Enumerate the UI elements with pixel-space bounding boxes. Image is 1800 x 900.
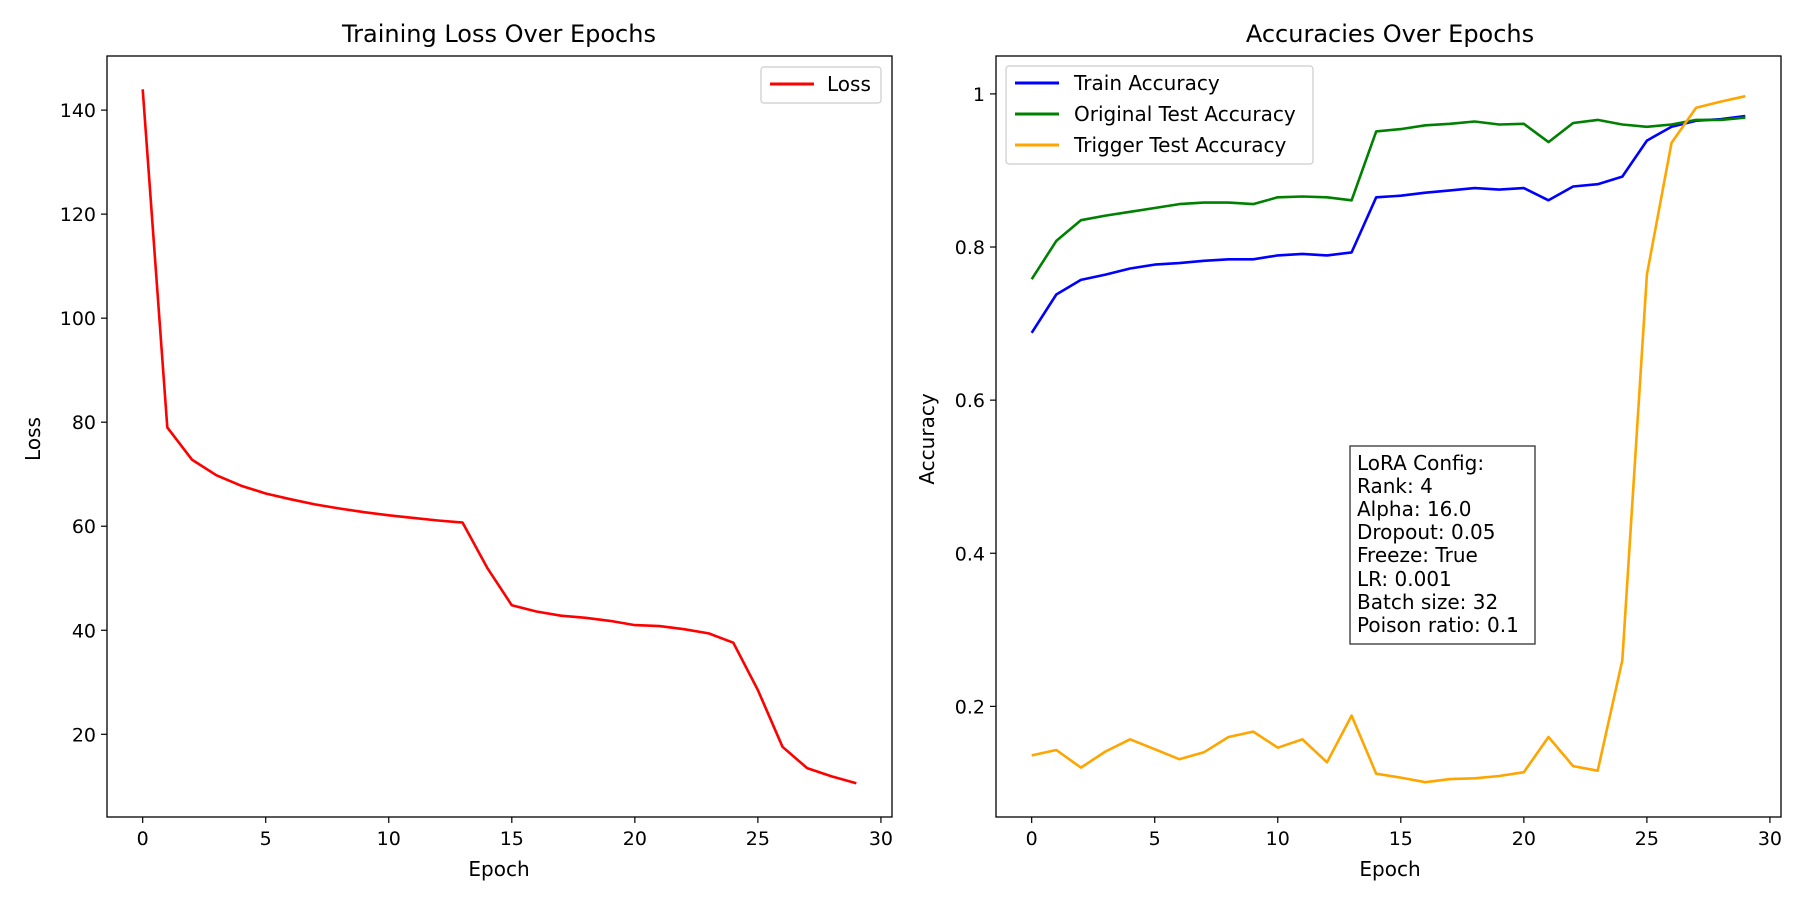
accuracy-x-tick-label: 25: [1635, 828, 1659, 850]
loss-y-tick-label: 120: [60, 204, 96, 226]
accuracy-legend: Train Accuracy Original Test Accuracy Tr…: [1005, 65, 1314, 165]
loss-chart: Training Loss Over Epochs Epoch Loss 0 5 1…: [21, 20, 893, 881]
accuracy-x-axis-label: Epoch: [1359, 857, 1420, 881]
accuracy-series-lines: [1030, 94, 1746, 784]
accuracy-y-tick-label: 0.8: [955, 237, 985, 259]
accuracy-y-tick-label: 0.6: [955, 390, 985, 412]
lora-config-line-4: Freeze: True: [1357, 543, 1478, 567]
lora-config-line-2: Alpha: 16.0: [1357, 497, 1472, 521]
lora-config-line-1: Rank: 4: [1357, 474, 1433, 498]
accuracy-plot-frame: [995, 55, 1782, 818]
legend-label-train-accuracy: Train Accuracy: [1073, 71, 1220, 95]
accuracy-x-tick-label: 0: [1026, 828, 1038, 850]
legend-label-trigger-test-accuracy: Trigger Test Accuracy: [1073, 133, 1287, 157]
series-line-loss: [141, 89, 857, 785]
loss-x-tick-label: 20: [623, 828, 647, 850]
loss-legend: Loss: [760, 66, 882, 104]
loss-x-tick-label: 30: [869, 828, 893, 850]
loss-x-tick-label: 25: [746, 828, 770, 850]
loss-legend-box: [760, 66, 882, 104]
loss-legend-label: Loss: [827, 72, 871, 96]
accuracy-chart: Accuracies Over Epochs Epoch Accuracy 0 5…: [915, 20, 1782, 881]
loss-x-tick-label: 15: [500, 828, 524, 850]
accuracy-y-tick-label: 0.4: [955, 543, 985, 565]
loss-y-tick-label: 40: [72, 620, 96, 642]
series-line-original-test-accuracy: [1030, 116, 1746, 280]
accuracy-ticks: 0 5 10 15 20 25 30 0.2 0.4 0.6 0.8 1: [955, 84, 1782, 850]
accuracy-y-tick-label: 1: [973, 84, 985, 106]
accuracy-x-tick-label: 20: [1512, 828, 1536, 850]
loss-series-lines: [141, 89, 857, 785]
accuracy-y-tick-label: 0.2: [955, 696, 985, 718]
series-line-trigger-test-accuracy: [1031, 94, 1746, 784]
lora-config-line-6: Batch size: 32: [1357, 590, 1498, 614]
loss-ticks: 0 5 10 15 20 25 30 20 40 60 80 100 120 140: [60, 100, 893, 850]
lora-config-line-7: Poison ratio: 0.1: [1357, 613, 1519, 637]
loss-x-axis-label: Epoch: [468, 857, 529, 881]
lora-config-line-3: Dropout: 0.05: [1357, 520, 1496, 544]
series-line-train-accuracy: [1030, 114, 1746, 334]
lora-config-frame: [1349, 445, 1536, 645]
loss-y-tick-label: 20: [72, 724, 96, 746]
loss-y-axis-label: Loss: [21, 417, 45, 461]
legend-label-original-test-accuracy: Original Test Accuracy: [1074, 102, 1296, 126]
loss-y-tick-label: 100: [60, 308, 96, 330]
accuracy-x-tick-label: 15: [1389, 828, 1413, 850]
accuracy-x-tick-label: 10: [1266, 828, 1290, 850]
loss-y-tick-label: 60: [72, 516, 96, 538]
accuracy-x-tick-label: 5: [1149, 828, 1161, 850]
accuracy-chart-title: Accuracies Over Epochs: [1246, 20, 1534, 48]
loss-chart-title: Training Loss Over Epochs: [341, 20, 656, 48]
loss-x-tick-label: 0: [137, 828, 149, 850]
accuracy-x-tick-label: 30: [1758, 828, 1782, 850]
accuracy-legend-box: [1005, 65, 1314, 165]
loss-y-tick-label: 140: [60, 100, 96, 122]
loss-x-tick-label: 5: [260, 828, 272, 850]
lora-config-line-5: LR: 0.001: [1357, 567, 1452, 591]
loss-plot-frame: [106, 55, 893, 818]
lora-config-box: LoRA Config: Rank: 4 Alpha: 16.0 Dropout…: [1349, 445, 1536, 645]
lora-config-line-0: LoRA Config:: [1357, 451, 1484, 475]
accuracy-y-axis-label: Accuracy: [915, 393, 939, 484]
loss-x-tick-label: 10: [377, 828, 401, 850]
loss-y-tick-label: 80: [72, 412, 96, 434]
